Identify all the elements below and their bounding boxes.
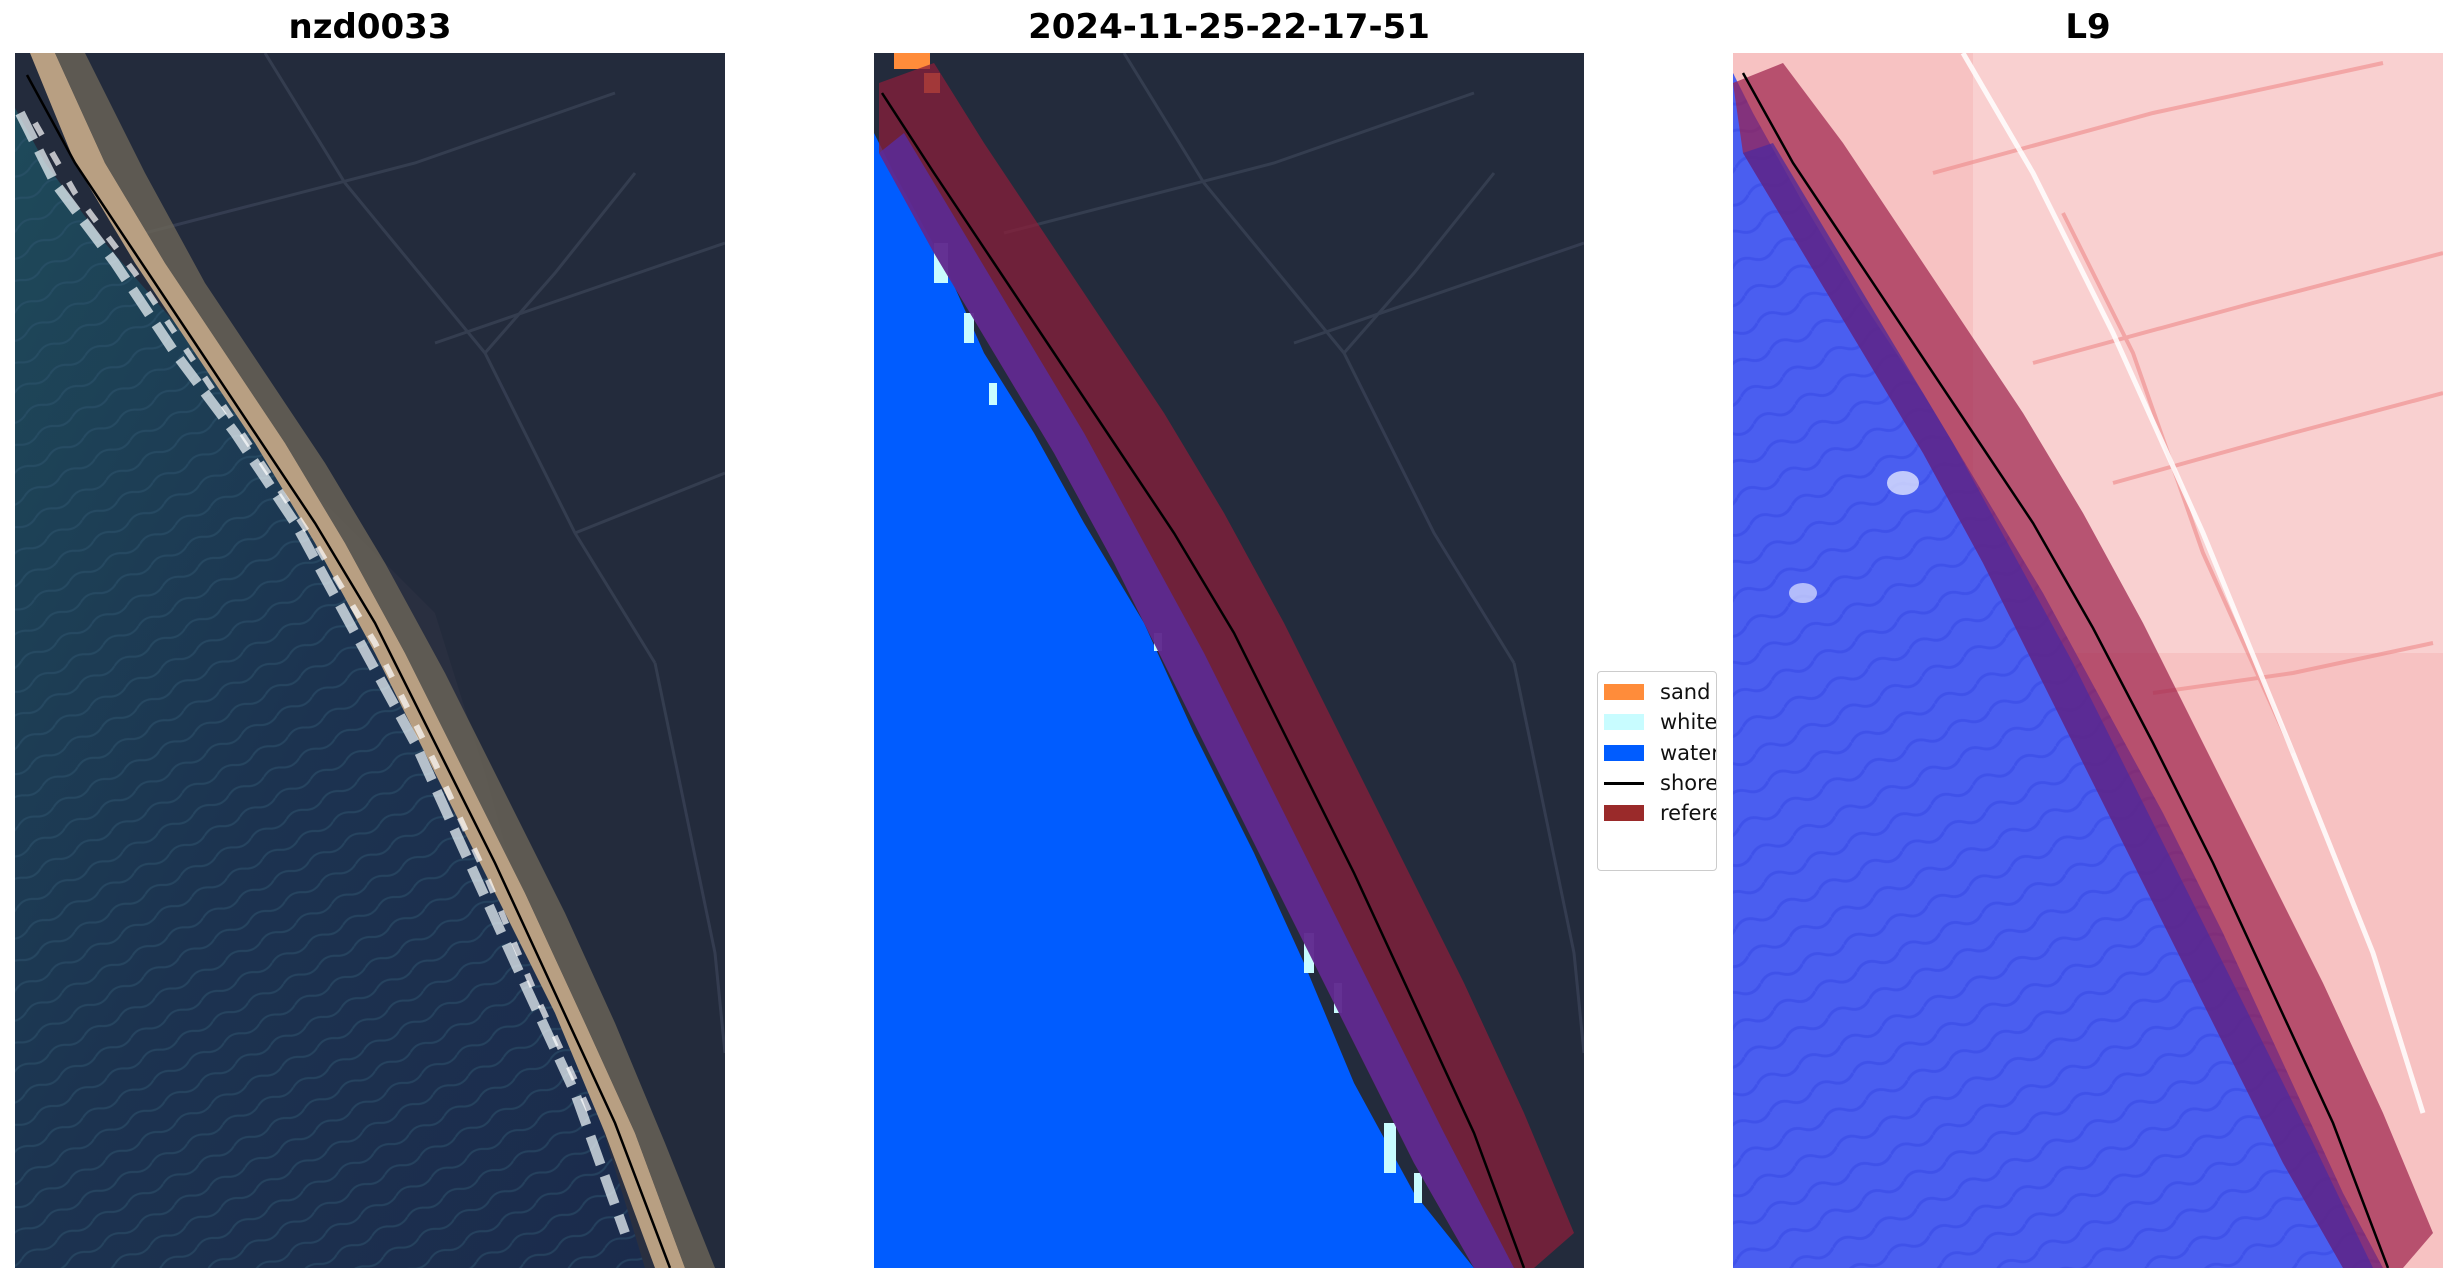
legend-swatch-water [1604, 745, 1644, 761]
legend-label-water: water [1660, 741, 1717, 765]
legend-item-shoreline: shoreline [1604, 768, 1717, 798]
classification-image [874, 53, 1584, 1268]
legend-swatch-whitewater [1604, 714, 1644, 730]
index-image [1733, 53, 2443, 1268]
legend-label-reference: reference shoreline buffer [1660, 801, 1716, 825]
index-panel [1733, 53, 2443, 1268]
rgb-image-panel [15, 53, 725, 1268]
legend-item-sand: sand [1604, 677, 1710, 707]
panel-title-index: L9 [2065, 7, 2111, 47]
legend-label-sand: sand [1660, 680, 1711, 704]
legend-label-shoreline: shoreline [1660, 771, 1717, 795]
legend-swatch-sand [1604, 684, 1644, 700]
legend-swatch-reference [1604, 805, 1644, 821]
legend-swatch-shoreline [1604, 781, 1644, 785]
panel-title-classification: 2024-11-25-22-17-51 [1028, 7, 1430, 47]
classification-panel [874, 53, 1584, 1268]
rgb-satellite-image [15, 53, 725, 1268]
panel-title-rgb: nzd0033 [288, 7, 452, 47]
legend-item-water: water [1604, 738, 1717, 768]
legend-item-reference: reference shoreline buffer [1604, 798, 1716, 828]
